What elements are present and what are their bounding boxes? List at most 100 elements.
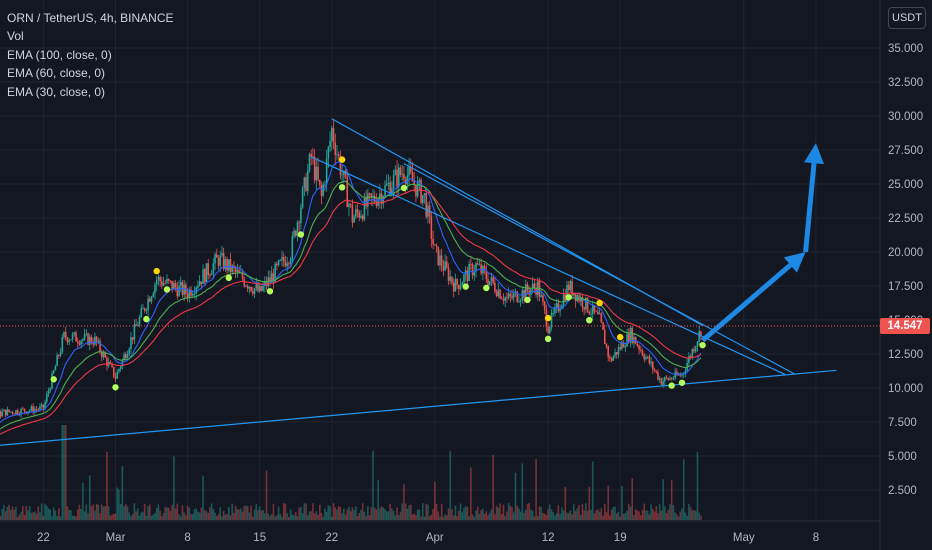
candle-body <box>554 306 556 313</box>
volume-bar <box>212 508 215 520</box>
candle-body <box>394 169 397 175</box>
volume-bar <box>689 507 692 520</box>
candle-body <box>25 411 28 414</box>
volume-bar <box>238 509 240 520</box>
candle-body <box>595 311 597 313</box>
candle-body <box>641 350 644 356</box>
candle-body <box>667 378 670 380</box>
buy-signal-dot <box>400 184 408 192</box>
volume-bar <box>389 503 391 520</box>
volume-bar <box>241 511 244 520</box>
candle-body <box>1 411 3 417</box>
volume-bar <box>92 504 94 520</box>
volume-bar <box>258 506 261 520</box>
time-axis[interactable]: 22 Mar 8 15 22 Apr 12 19 May 8 <box>37 532 819 544</box>
volume-bar <box>42 515 45 520</box>
candle-body <box>459 285 462 290</box>
volume-bar <box>300 506 302 520</box>
candle-body <box>214 254 216 264</box>
volume-bar <box>576 508 579 520</box>
legend-ema60[interactable]: EMA (60, close, 0) <box>7 66 106 81</box>
volume-bar <box>504 516 506 520</box>
volume-bar <box>476 506 479 520</box>
volume-bar <box>478 513 481 520</box>
volume-bar <box>473 516 476 520</box>
volume-bar <box>559 513 561 520</box>
volume-bar <box>691 510 694 520</box>
candle-body <box>298 222 300 224</box>
candle-body <box>270 273 273 281</box>
candlesticks[interactable] <box>0 119 702 448</box>
volume-bar <box>179 516 182 520</box>
volume-bar <box>379 508 381 520</box>
candle-body <box>324 183 326 185</box>
candle-body <box>676 371 678 376</box>
candle-body <box>95 336 98 343</box>
volume-bar <box>318 504 321 520</box>
volume-bar <box>138 515 141 520</box>
candle-body <box>622 342 625 348</box>
volume-bar <box>222 510 225 520</box>
volume-bar <box>270 514 273 520</box>
volume-bar <box>593 513 596 520</box>
legend-vol[interactable]: Vol <box>7 29 24 44</box>
candle-body <box>524 284 527 299</box>
volume-bar <box>320 512 323 520</box>
candle-body <box>147 298 149 310</box>
candle-body <box>76 341 79 343</box>
volume-bar <box>250 505 252 520</box>
legend-symbol[interactable]: ORN / TetherUS, 4h, BINANCE <box>7 11 174 25</box>
volume-bar <box>480 509 482 520</box>
candle-body <box>135 324 137 326</box>
volume-bar <box>485 511 488 520</box>
volume-bar <box>20 511 22 520</box>
candle-body <box>61 337 64 352</box>
volume-bar <box>549 504 551 520</box>
candle-body <box>231 265 234 273</box>
volume-bar <box>557 505 560 520</box>
grid-lines <box>0 0 880 520</box>
candle-body <box>593 305 596 312</box>
legend-ema30[interactable]: EMA (30, close, 0) <box>7 84 106 99</box>
candle-body <box>700 331 702 337</box>
candle-body <box>157 277 160 280</box>
volume-bar <box>506 511 508 520</box>
candle-body <box>694 346 697 352</box>
volume-bar <box>399 512 402 520</box>
legend-ema100[interactable]: EMA (100, close, 0) <box>7 47 112 62</box>
volume-bar <box>8 504 10 520</box>
forecast-arrows[interactable] <box>700 143 824 343</box>
candle-body <box>159 277 161 282</box>
trendlines[interactable] <box>0 118 837 451</box>
volume-bar <box>66 506 69 520</box>
volume-bar <box>646 510 649 520</box>
currency-button[interactable]: USDT <box>888 7 926 29</box>
candle-body <box>461 282 464 286</box>
volume-bar <box>634 509 637 520</box>
candle-body <box>598 313 601 315</box>
candle-body <box>35 409 38 411</box>
volume-bar <box>99 512 101 520</box>
volume-bar <box>458 510 460 520</box>
candle-body <box>80 340 82 345</box>
volume-bar <box>500 514 503 520</box>
volume-bar <box>482 508 484 520</box>
candle-body <box>547 326 549 334</box>
volume-bar <box>112 513 115 520</box>
candle-body <box>6 409 9 416</box>
candle-body <box>0 411 2 417</box>
volume-bar <box>123 506 125 520</box>
candle-body <box>542 295 544 302</box>
volume-bar <box>427 504 429 520</box>
volume-bar <box>516 505 518 520</box>
volume-bar <box>169 511 172 520</box>
volume-bar <box>274 516 276 520</box>
volume-bar <box>444 514 446 520</box>
candle-body <box>559 309 561 312</box>
volume-bar <box>396 507 398 520</box>
time-tick-label: Mar <box>106 532 126 544</box>
volume-bar <box>470 467 472 520</box>
candle-body <box>16 410 19 415</box>
volume-bar <box>633 514 635 520</box>
